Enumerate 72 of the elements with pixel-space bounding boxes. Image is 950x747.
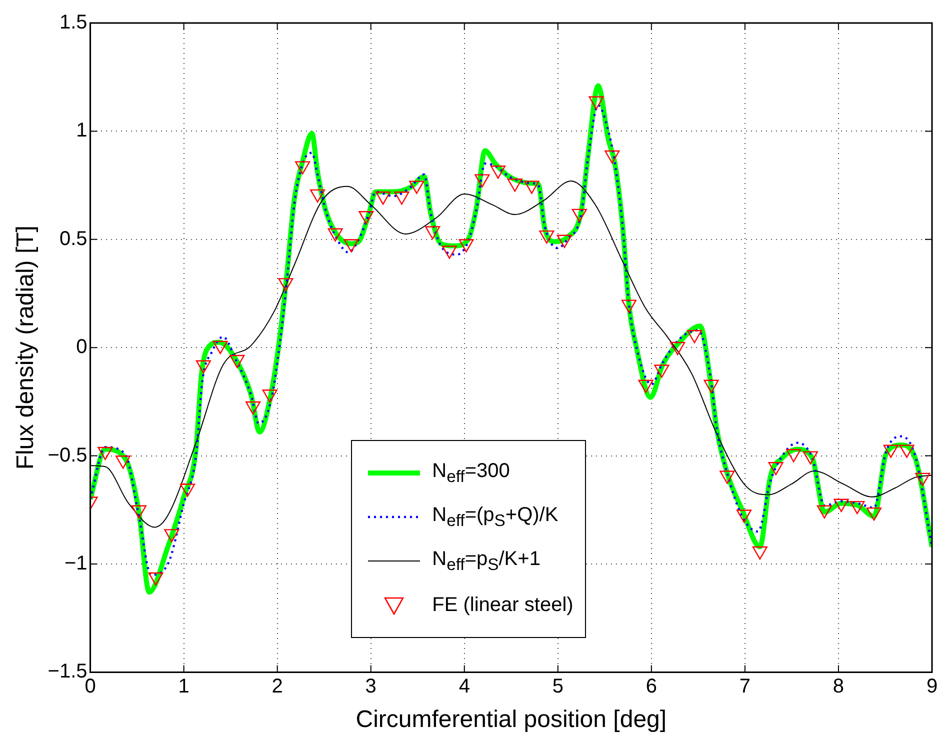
point xyxy=(328,228,343,242)
point xyxy=(115,456,131,469)
point xyxy=(164,529,180,542)
point xyxy=(490,166,506,179)
point xyxy=(310,189,326,203)
point xyxy=(230,354,245,368)
y-tick-label: 1.5 xyxy=(59,12,88,34)
point xyxy=(98,446,113,460)
point xyxy=(638,380,654,393)
x-tick-label: 4 xyxy=(458,676,470,698)
y-tick-label: 0.5 xyxy=(59,228,88,250)
point xyxy=(834,498,849,512)
point xyxy=(604,150,620,164)
y-tick-label: −0.5 xyxy=(48,444,88,466)
x-tick-label: 3 xyxy=(365,676,376,698)
point xyxy=(802,451,818,464)
point xyxy=(736,510,752,523)
point xyxy=(899,444,914,458)
x-tick-label: 8 xyxy=(832,676,844,698)
y-axis-title: Flux density (radial) [T] xyxy=(12,226,40,470)
point xyxy=(539,230,554,244)
legend-label: N$_{eff}$=p$_{S}$/K+1 xyxy=(432,548,540,575)
point xyxy=(752,546,768,560)
point xyxy=(686,330,702,344)
point xyxy=(524,180,540,194)
point xyxy=(786,449,802,462)
x-tick-label: 2 xyxy=(272,676,283,698)
point xyxy=(245,401,261,415)
point xyxy=(816,505,832,518)
point xyxy=(474,174,490,188)
point xyxy=(442,246,457,259)
point xyxy=(654,364,670,378)
point xyxy=(425,226,440,240)
point xyxy=(344,239,359,252)
point xyxy=(358,210,374,224)
point xyxy=(704,380,719,393)
x-axis-title: Circumferential position [deg] xyxy=(356,706,667,734)
x-tick-label: 6 xyxy=(646,676,657,698)
legend-label: N$_{eff}$=(p$_{S}$+Q)/K xyxy=(432,504,558,531)
point xyxy=(915,472,930,486)
point xyxy=(212,340,228,354)
y-tick-label: 0 xyxy=(76,336,88,358)
x-tick-label: 1 xyxy=(178,676,190,698)
point xyxy=(866,507,882,521)
legend-label: N$_{eff}$=300 xyxy=(432,460,510,487)
y-tick-label: 1 xyxy=(76,120,88,142)
point xyxy=(409,180,424,194)
x-tick-label: 9 xyxy=(926,676,938,698)
point xyxy=(394,192,410,205)
point xyxy=(131,505,146,518)
point xyxy=(588,96,604,110)
point xyxy=(278,278,294,292)
point xyxy=(148,572,164,586)
point xyxy=(556,234,572,248)
point xyxy=(850,500,865,514)
point xyxy=(295,161,310,174)
x-tick-label: 5 xyxy=(552,676,564,698)
point xyxy=(507,178,522,192)
point xyxy=(670,342,686,356)
point xyxy=(768,462,784,476)
point xyxy=(458,239,474,252)
legend-label: FE (linear steel) xyxy=(432,594,574,617)
y-tick-label: −1 xyxy=(64,552,88,575)
x-tick-label: 7 xyxy=(739,676,751,698)
point xyxy=(621,300,637,313)
point xyxy=(196,360,211,374)
point xyxy=(375,192,391,205)
point xyxy=(262,390,278,403)
point xyxy=(720,470,735,484)
point xyxy=(883,444,898,458)
point xyxy=(180,484,196,497)
point xyxy=(572,208,587,222)
